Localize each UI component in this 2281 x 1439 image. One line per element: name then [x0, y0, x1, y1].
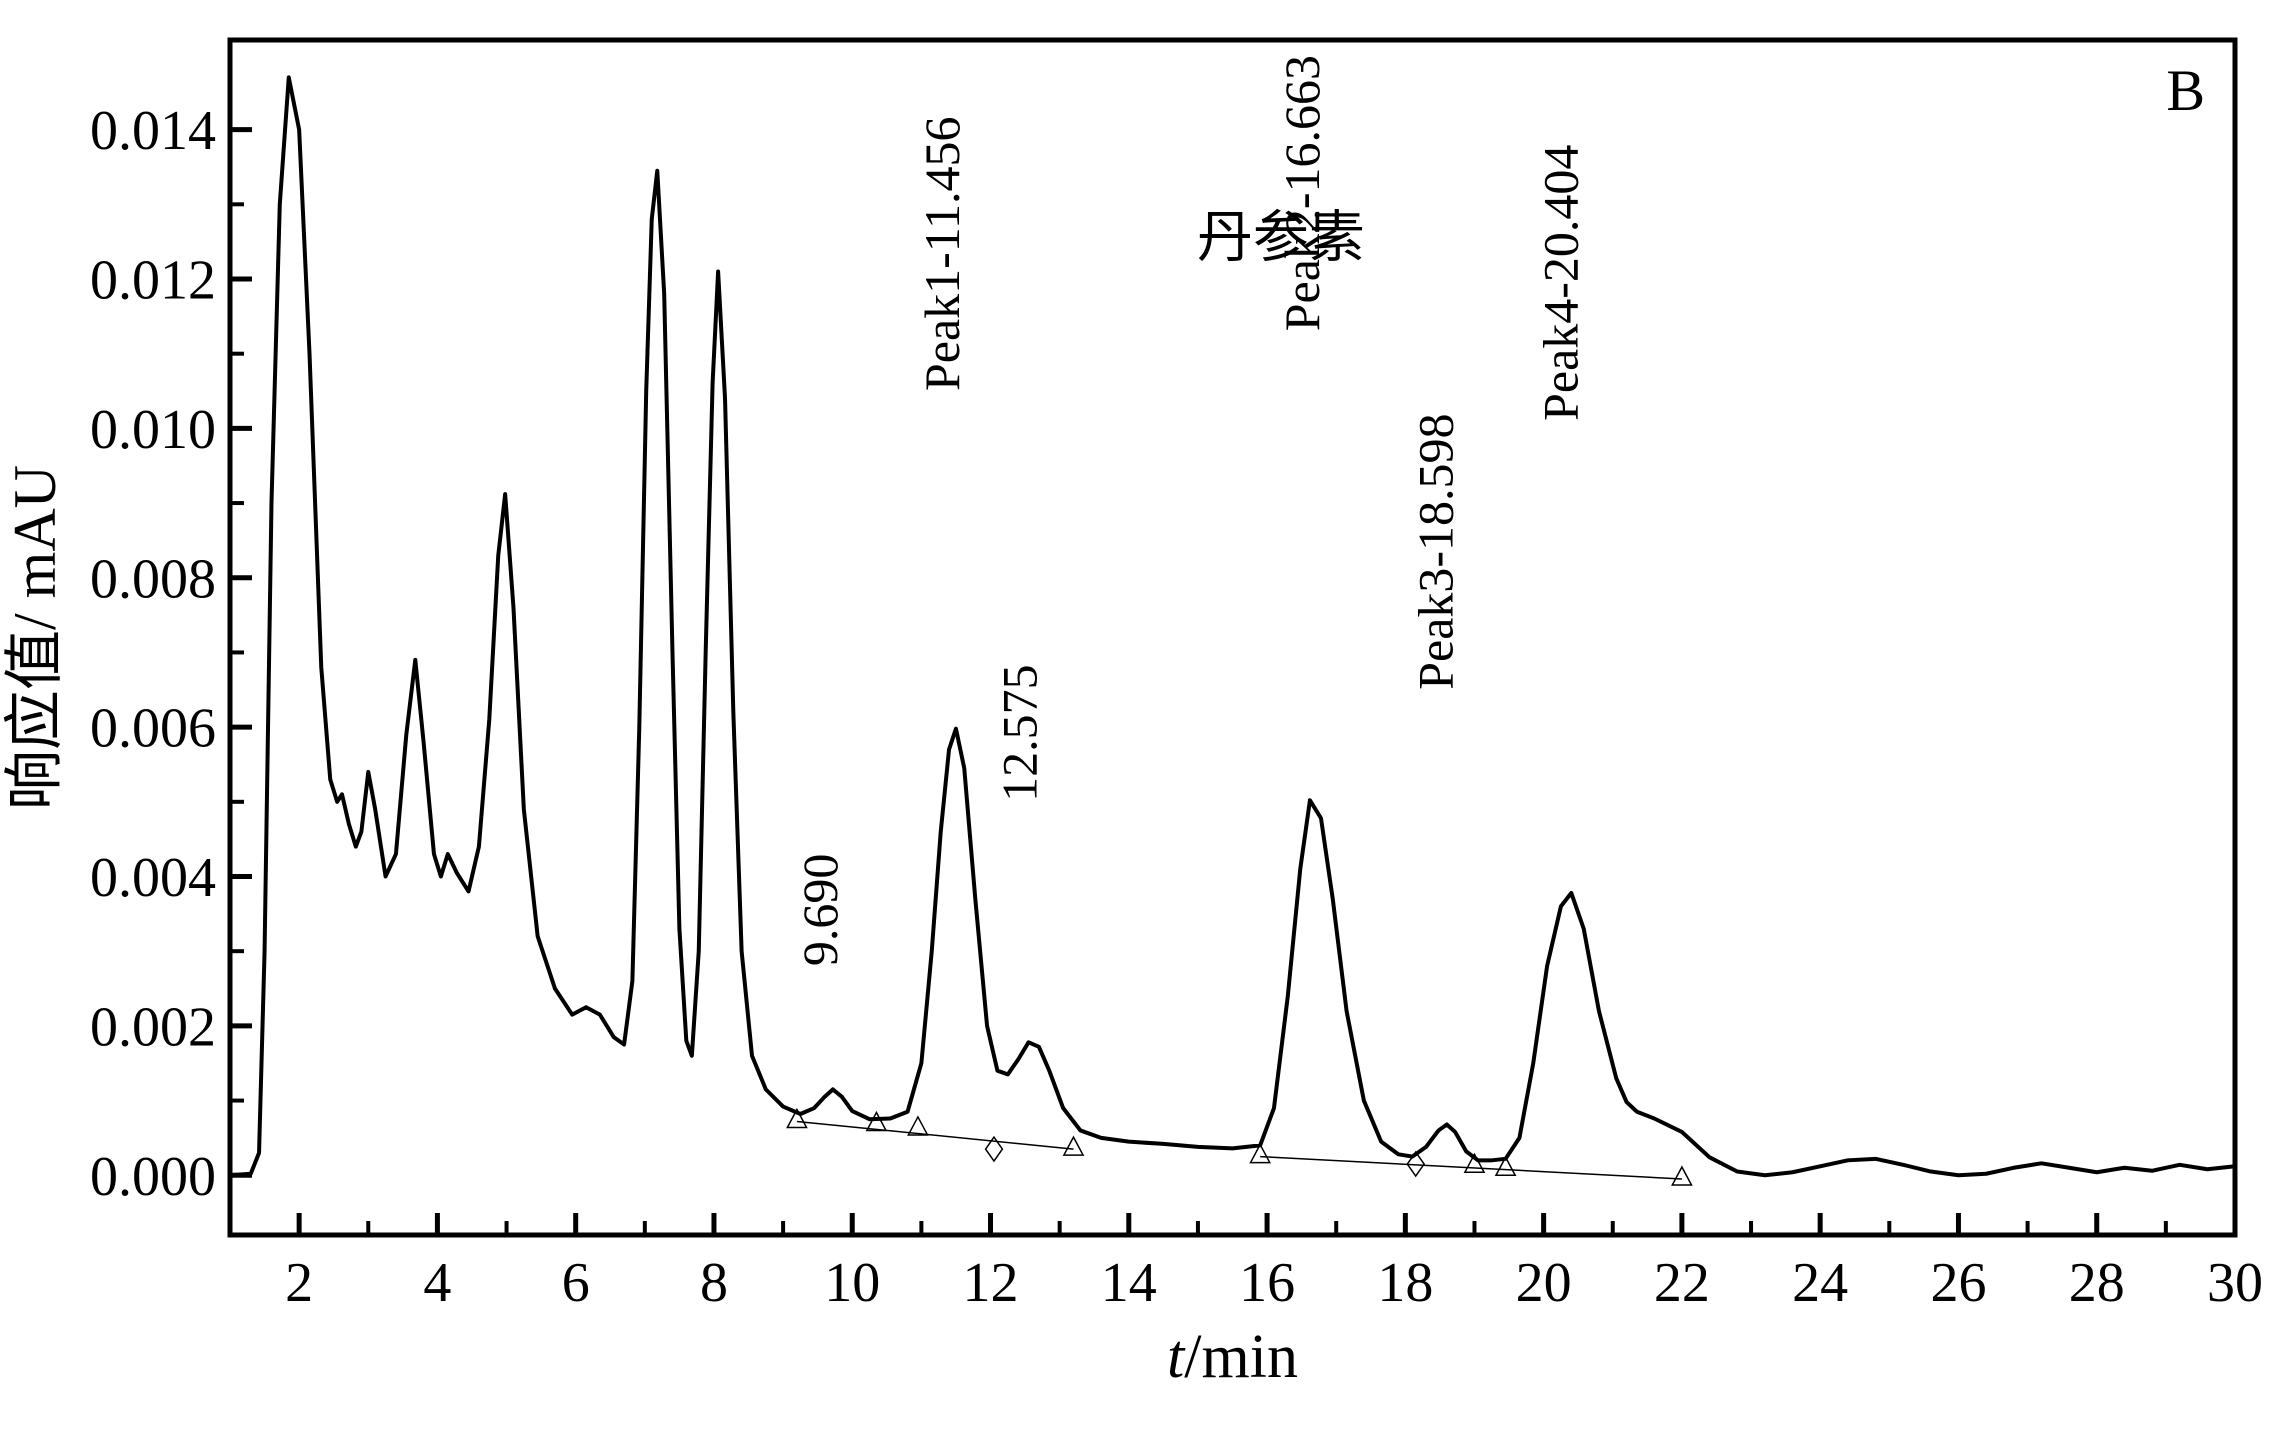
x-tick-label: 28	[2069, 1252, 2125, 1314]
baseline-marker	[867, 1112, 886, 1130]
x-axis-label-var: t	[1167, 1323, 1186, 1391]
chart-svg: 246810121416182022242628300.0000.0020.00…	[0, 0, 2281, 1439]
x-axis-label: t/min	[1167, 1323, 1298, 1391]
baseline-segment	[797, 1121, 1074, 1149]
y-axis-label: 响应值/ mAU	[2, 465, 68, 810]
y-tick-label: 0.000	[90, 1146, 216, 1208]
peak-label: Peak1-11.456	[914, 117, 970, 392]
chromatogram-chart: 246810121416182022242628300.0000.0020.00…	[0, 0, 2281, 1439]
x-tick-label: 16	[1239, 1252, 1295, 1314]
x-tick-label: 30	[2207, 1252, 2263, 1314]
x-tick-label: 8	[700, 1252, 728, 1314]
x-tick-label: 2	[285, 1252, 313, 1314]
x-axis-label-unit: /min	[1184, 1323, 1298, 1391]
y-tick-label: 0.010	[90, 399, 216, 461]
baseline-marker	[1672, 1167, 1691, 1185]
y-tick-label: 0.008	[90, 548, 216, 610]
x-tick-label: 14	[1101, 1252, 1157, 1314]
x-tick-label: 10	[824, 1252, 880, 1314]
y-tick-label: 0.002	[90, 996, 216, 1058]
x-tick-label: 4	[423, 1252, 451, 1314]
peak-label: 12.575	[991, 664, 1047, 802]
x-tick-label: 26	[1930, 1252, 1986, 1314]
panel-label: B	[2166, 58, 2205, 123]
peak-label: Peak3-18.598	[1408, 413, 1464, 689]
y-tick-label: 0.004	[90, 847, 216, 909]
y-tick-label: 0.014	[90, 100, 216, 162]
x-tick-label: 6	[562, 1252, 590, 1314]
x-tick-label: 24	[1792, 1252, 1848, 1314]
x-tick-label: 22	[1654, 1252, 1710, 1314]
y-tick-label: 0.012	[90, 250, 216, 312]
baseline-marker	[1064, 1137, 1083, 1155]
peak-label: Peak2-16.663	[1274, 55, 1330, 331]
y-tick-label: 0.006	[90, 698, 216, 760]
annotation-danshensu: 丹参素	[1197, 208, 1365, 270]
peak-label: Peak4-20.404	[1533, 145, 1589, 421]
x-tick-label: 20	[1516, 1252, 1572, 1314]
x-tick-label: 18	[1377, 1252, 1433, 1314]
x-tick-label: 12	[963, 1252, 1019, 1314]
peak-label: 9.690	[792, 854, 848, 967]
